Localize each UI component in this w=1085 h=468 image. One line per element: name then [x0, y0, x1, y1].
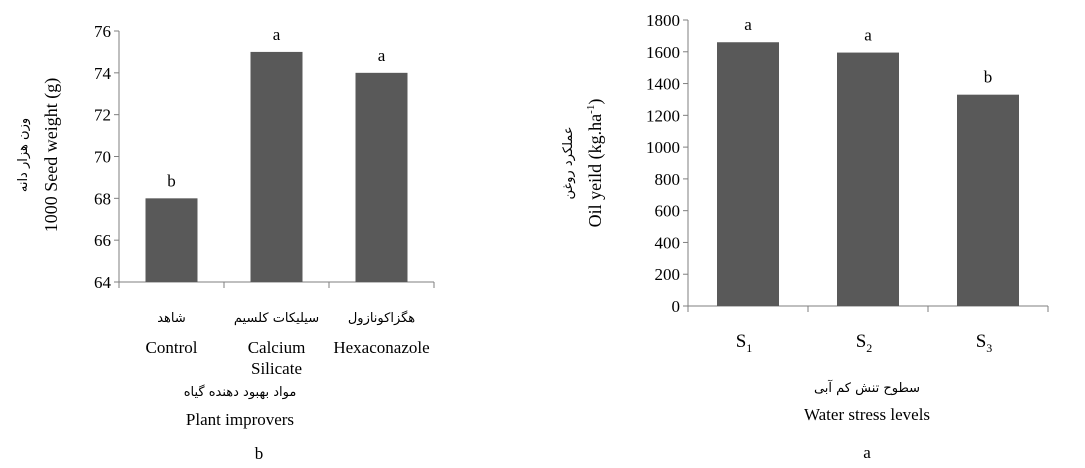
panel-label: b [255, 444, 264, 463]
y-tick-label: 1000 [646, 138, 680, 157]
significance-letter: b [167, 171, 176, 190]
y-axis-label: Oil yeild (kg.ha-1) [585, 99, 606, 228]
significance-letter: b [984, 68, 993, 87]
y-tick-label: 76 [94, 22, 111, 41]
y-tick-label: 70 [94, 148, 111, 167]
category-label-subscript: 3 [986, 341, 992, 355]
category-label: Calcium [248, 338, 306, 357]
bar [717, 42, 779, 306]
category-label: S3 [976, 331, 993, 355]
category-label-main: S [856, 331, 867, 352]
x-axis-label-fa: سطوح تنش کم آبی [814, 379, 920, 396]
category-label: S2 [856, 331, 873, 355]
y-tick-label: 800 [655, 170, 681, 189]
category-label-fa: سیلیکات کلسیم [234, 311, 319, 326]
panel-label: a [863, 443, 871, 462]
bar [355, 72, 408, 282]
y-tick-label: 74 [94, 64, 112, 83]
y-tick-label: 200 [655, 265, 681, 284]
category-label: Control [146, 338, 198, 357]
significance-letter: a [378, 46, 386, 65]
significance-letter: a [744, 15, 752, 34]
category-label-main: S [976, 331, 987, 352]
y-tick-label: 600 [655, 202, 681, 221]
y-axis-label-sup: -1 [585, 105, 597, 114]
category-label-fa: شاهد [157, 311, 186, 326]
y-axis-label-end: ) [585, 99, 606, 105]
y-tick-label: 64 [94, 273, 112, 292]
y-axis-label: 1000 Seed weight (g) [41, 78, 62, 232]
category-label-subscript: 1 [746, 341, 752, 355]
y-tick-label: 0 [672, 297, 681, 316]
seed-weight-chart: وزن هزار دانه 1000 Seed weight (g) 64 66 6… [16, 22, 435, 463]
y-tick-label: 1400 [646, 75, 680, 94]
category-label-main: S [736, 331, 747, 352]
y-tick-label: 1600 [646, 43, 680, 62]
category-label: S1 [736, 331, 753, 355]
category-label-fa: هگزاکونازول [348, 310, 415, 326]
bar [250, 51, 303, 282]
significance-letter: a [864, 26, 872, 45]
category-label-subscript: 2 [866, 341, 872, 355]
y-tick-label: 400 [655, 233, 681, 252]
y-tick-label: 68 [94, 189, 111, 208]
y-tick-label: 72 [94, 106, 111, 125]
x-axis-label: Water stress levels [804, 405, 930, 424]
x-axis-label-fa: مواد بهبود دهنده گیاه [184, 384, 297, 400]
y-tick-label: 66 [94, 231, 111, 250]
y-tick-label: 1800 [646, 11, 680, 30]
y-axis-label-fa: وزن هزار دانه [16, 118, 31, 192]
y-axis-label-fa: عملکرد روغن [561, 126, 576, 199]
x-axis-label: Plant improvers [186, 410, 294, 429]
bar [837, 52, 899, 307]
y-axis-label-main: Oil yeild (kg.ha [585, 114, 606, 227]
category-label: Silicate [251, 359, 302, 378]
bar [957, 94, 1019, 306]
category-label: Hexaconazole [333, 338, 429, 357]
bar [145, 198, 198, 282]
oil-yield-chart: عملکرد روغن Oil yeild (kg.ha-1) 0 200 400 6… [561, 11, 1049, 462]
significance-letter: a [273, 25, 281, 44]
y-tick-label: 1200 [646, 106, 680, 125]
